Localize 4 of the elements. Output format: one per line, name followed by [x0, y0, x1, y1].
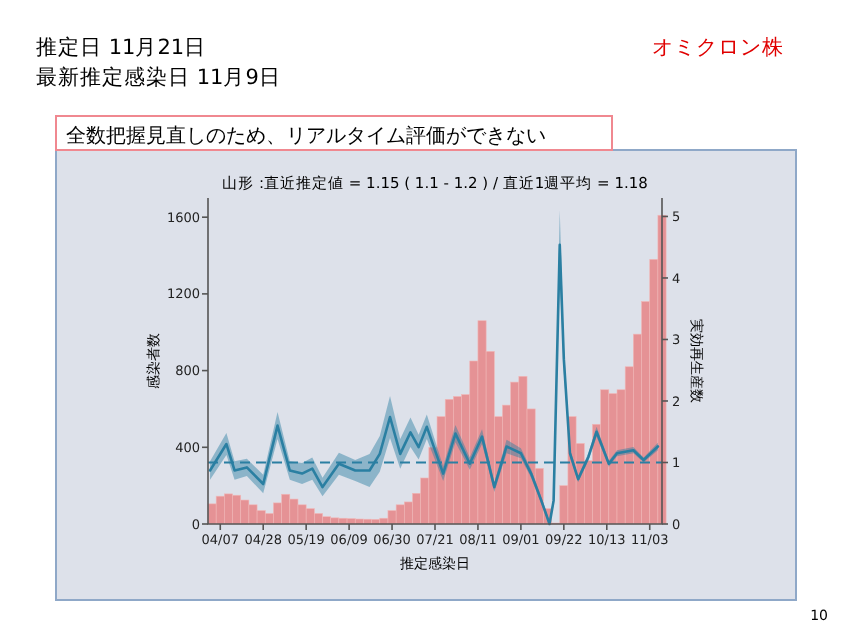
- text: 最新推定感染日 11月9日: [36, 64, 281, 90]
- chart-subtitle: 全数把握見直しのため、リアルタイム評価ができない: [66, 124, 546, 148]
- text: オミクロン株: [652, 34, 784, 60]
- text: 推定日 11月21日: [36, 34, 207, 60]
